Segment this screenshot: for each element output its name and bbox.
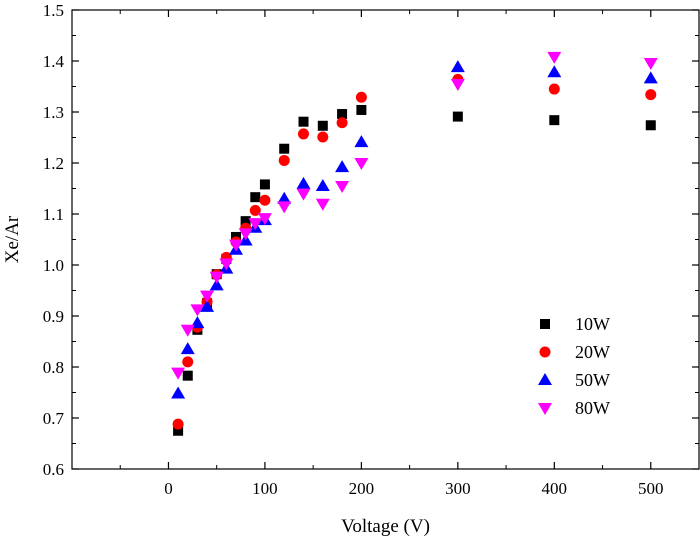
x-tick-label: 200 xyxy=(349,479,375,498)
data-point xyxy=(219,258,234,271)
data-point xyxy=(643,71,658,84)
data-point xyxy=(335,180,350,193)
x-tick-label: 500 xyxy=(638,479,664,498)
y-tick-label: 0.7 xyxy=(43,409,65,428)
data-point xyxy=(643,58,658,71)
data-point xyxy=(335,160,350,173)
data-point xyxy=(173,425,184,436)
legend-label: 10W xyxy=(575,314,610,334)
legend-marker xyxy=(538,373,552,385)
data-point xyxy=(182,370,193,381)
data-point xyxy=(200,299,215,312)
data-point xyxy=(450,60,465,73)
data-point xyxy=(354,158,369,170)
data-point xyxy=(180,342,195,355)
data-point xyxy=(171,386,186,399)
data-point xyxy=(356,104,367,115)
data-point xyxy=(171,367,186,380)
tick-labels: 0 100 200 300 400 500 0.6 0.7 0.8 0.9 1.0 1.1 1.2 1.3… xyxy=(43,1,664,498)
y-tick-label: 1.3 xyxy=(43,103,64,122)
data-point xyxy=(200,290,215,303)
data-point xyxy=(317,120,328,131)
data-point xyxy=(452,111,463,122)
legend-label: 80W xyxy=(575,398,610,418)
data-point xyxy=(228,239,243,252)
y-tick-label: 1.5 xyxy=(43,1,64,20)
data-point xyxy=(277,191,292,204)
series-80w xyxy=(171,51,658,380)
data-point xyxy=(298,116,309,127)
data-point xyxy=(548,83,560,95)
data-point xyxy=(240,216,251,227)
data-point xyxy=(190,304,205,317)
data-point xyxy=(238,228,253,241)
data-point xyxy=(279,143,290,154)
data-point xyxy=(354,135,369,148)
legend-marker xyxy=(538,403,552,415)
x-tick-label: 0 xyxy=(164,479,173,498)
x-tick-label: 400 xyxy=(542,479,568,498)
legend: 10W 20W 50W 80W xyxy=(538,314,610,418)
y-axis-title: Xe/Ar xyxy=(2,215,23,263)
y-tick-label: 1.2 xyxy=(43,154,64,173)
data-point xyxy=(180,324,195,337)
x-tick-label: 100 xyxy=(252,479,278,498)
y-tick-label: 0.6 xyxy=(43,460,64,479)
data-point xyxy=(645,120,656,131)
data-point xyxy=(315,178,330,191)
data-point xyxy=(209,271,224,284)
y-tick-label: 0.9 xyxy=(43,307,64,326)
data-point xyxy=(547,65,562,78)
legend-label: 20W xyxy=(575,342,610,362)
data-point xyxy=(645,89,657,101)
data-point xyxy=(355,91,367,103)
data-point xyxy=(336,117,348,129)
axis-ticks xyxy=(72,9,700,470)
data-point xyxy=(257,213,272,226)
legend-marker xyxy=(540,319,550,329)
data-point xyxy=(549,115,560,126)
data-point xyxy=(250,192,261,203)
data-point xyxy=(278,154,290,166)
data-point xyxy=(172,418,184,430)
legend-label: 50W xyxy=(575,370,610,390)
data-points xyxy=(171,51,658,436)
x-axis-title: Voltage (V) xyxy=(341,516,430,537)
y-tick-label: 1.1 xyxy=(43,205,64,224)
data-point xyxy=(277,201,292,214)
data-point xyxy=(259,179,270,190)
data-point xyxy=(450,78,465,91)
data-point xyxy=(296,188,311,201)
legend-marker xyxy=(539,346,551,358)
y-tick-label: 1.4 xyxy=(43,52,65,71)
data-point xyxy=(317,131,329,143)
data-point xyxy=(248,218,263,231)
x-tick-label: 300 xyxy=(445,479,471,498)
y-tick-label: 1.0 xyxy=(43,256,64,275)
data-point xyxy=(296,176,311,189)
data-point xyxy=(209,278,224,291)
data-point xyxy=(259,194,271,206)
data-point xyxy=(182,356,194,368)
y-tick-label: 0.8 xyxy=(43,358,64,377)
data-point xyxy=(298,128,310,140)
data-point xyxy=(337,109,348,120)
data-point xyxy=(315,198,330,211)
data-point xyxy=(547,51,562,64)
